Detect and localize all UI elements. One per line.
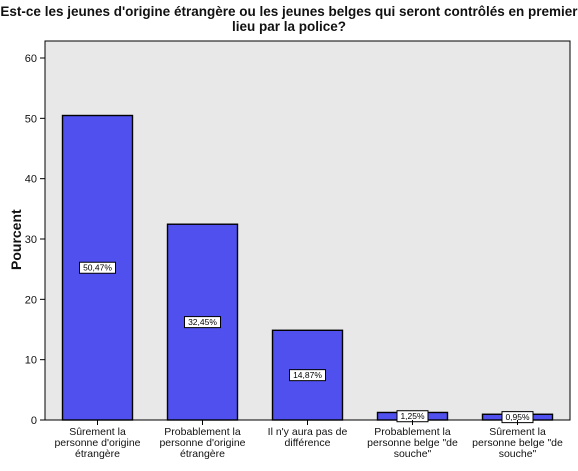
y-tick-label: 10 — [25, 355, 37, 367]
chart-title: Est-ce les jeunes d'origine étrangère ou… — [0, 4, 578, 34]
x-tick-label: Probablement la personne belge "de souche" — [367, 426, 458, 460]
y-tick-label: 20 — [25, 294, 37, 306]
x-tick-label: Probablement la personne d'origine étrangè… — [159, 426, 245, 460]
data-label-box — [289, 369, 326, 382]
chart-title-line-1: Est-ce les jeunes d'origine étrangère ou… — [0, 4, 578, 19]
y-tick-label: 40 — [25, 174, 37, 186]
data-label: 32,45% — [188, 317, 217, 327]
y-tick-label: 50 — [25, 113, 37, 125]
x-tick-label-line: personne d'origine — [159, 437, 245, 449]
x-tick-label: Sûrement la personne belge "de souche" — [472, 426, 563, 460]
x-tick-label-line: Il n'y aura pas de — [268, 426, 348, 438]
y-tick-label: 60 — [25, 53, 37, 65]
data-label: 1,25% — [400, 411, 425, 421]
data-label: 0,95% — [505, 412, 530, 422]
x-tick-label-line: Sûrement la — [489, 426, 546, 438]
x-tick-label-line: personne d'origine — [54, 437, 140, 449]
x-tick-label-line: souche" — [394, 448, 432, 460]
data-label-box — [79, 261, 116, 274]
y-tick-label: 0 — [31, 415, 37, 427]
data-label-box — [184, 316, 221, 329]
x-tick-label: Il n'y aura pas de différence — [268, 426, 348, 449]
x-tick-label-line: personne belge "de — [367, 437, 458, 449]
x-tick-label-line: différence — [285, 437, 331, 449]
x-tick-label-line: étrangère — [180, 448, 225, 460]
x-tick-label-line: Probablement la — [164, 426, 241, 438]
x-tick-label-line: Sûrement la — [69, 426, 126, 438]
data-label: 14,87% — [293, 370, 322, 380]
x-tick-label-line: souche" — [499, 448, 537, 460]
x-tick-label-line: personne belge "de — [472, 437, 563, 449]
data-label: 50,47% — [83, 263, 112, 273]
x-tick-label-line: Probablement la — [374, 426, 451, 438]
chart-title-line-2: lieu par la police? — [231, 19, 347, 34]
x-tick-label: Sûrement la personne d'origine étrangère — [54, 426, 140, 460]
y-tick-label: 30 — [25, 234, 37, 246]
x-tick-label-line: étrangère — [75, 448, 120, 460]
